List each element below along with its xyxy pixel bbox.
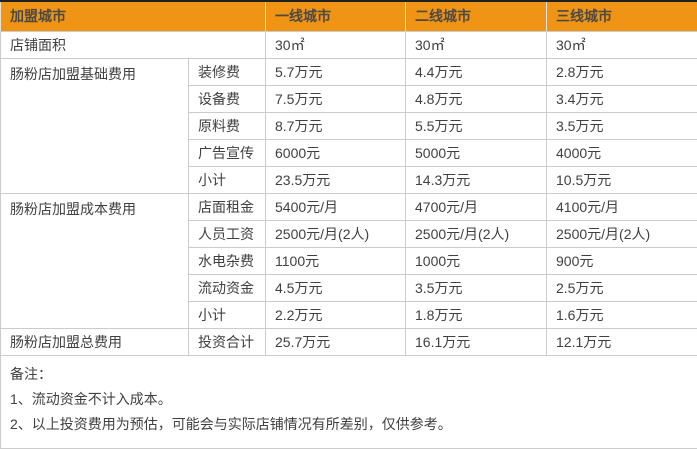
value-cell: 8.7万元 (266, 112, 406, 139)
value-cell: 2500元/月(2人) (547, 220, 697, 247)
base-fee-row: 肠粉店加盟基础费用 装修费 5.7万元 4.4万元 2.8万元 (1, 58, 697, 85)
shop-area-tier2: 30㎡ (406, 31, 547, 58)
value-cell: 14.3万元 (406, 166, 547, 193)
item-label: 投资合计 (189, 328, 266, 355)
value-cell: 2500元/月(2人) (266, 220, 406, 247)
notes-title: 备注： (10, 362, 688, 387)
value-cell: 4.5万元 (266, 274, 406, 301)
value-cell: 2.8万元 (547, 58, 697, 85)
shop-area-tier3: 30㎡ (547, 31, 697, 58)
value-cell: 1.6万元 (547, 301, 697, 328)
item-label: 小计 (189, 166, 266, 193)
value-cell: 1100元 (266, 247, 406, 274)
note-line-2: 2、以上投资费用为预估，可能会与实际店铺情况有所差别，仅供参考。 (10, 412, 688, 437)
header-cell-tier2: 二线城市 (406, 2, 547, 31)
item-label: 广告宣传 (189, 139, 266, 166)
value-cell: 5000元 (406, 139, 547, 166)
item-label: 小计 (189, 301, 266, 328)
value-cell: 25.7万元 (266, 328, 406, 355)
item-label: 店面租金 (189, 193, 266, 220)
item-label: 水电杂费 (189, 247, 266, 274)
total-group-label: 肠粉店加盟总费用 (1, 328, 189, 355)
value-cell: 16.1万元 (406, 328, 547, 355)
value-cell: 1.8万元 (406, 301, 547, 328)
header-cell-tier3: 三线城市 (547, 2, 697, 31)
value-cell: 4100元/月 (547, 193, 697, 220)
value-cell: 3.5万元 (406, 274, 547, 301)
value-cell: 3.5万元 (547, 112, 697, 139)
header-row: 加盟城市 一线城市 二线城市 三线城市 (1, 2, 697, 31)
value-cell: 2.5万元 (547, 274, 697, 301)
cost-group-label: 肠粉店加盟成本费用 (1, 193, 189, 328)
value-cell: 4000元 (547, 139, 697, 166)
value-cell: 4.4万元 (406, 58, 547, 85)
header-cell-category: 加盟城市 (1, 2, 266, 31)
item-label: 原料费 (189, 112, 266, 139)
notes-cell: 备注： 1、流动资金不计入成本。 2、以上投资费用为预估，可能会与实际店铺情况有… (1, 355, 697, 448)
cost-fee-row: 肠粉店加盟成本费用 店面租金 5400元/月 4700元/月 4100元/月 (1, 193, 697, 220)
value-cell: 2.2万元 (266, 301, 406, 328)
item-label: 流动资金 (189, 274, 266, 301)
total-fee-row: 肠粉店加盟总费用 投资合计 25.7万元 16.1万元 12.1万元 (1, 328, 697, 355)
base-group-label: 肠粉店加盟基础费用 (1, 58, 189, 193)
item-label: 装修费 (189, 58, 266, 85)
shop-area-label: 店铺面积 (1, 31, 266, 58)
value-cell: 5.5万元 (406, 112, 547, 139)
value-cell: 1000元 (406, 247, 547, 274)
notes-row: 备注： 1、流动资金不计入成本。 2、以上投资费用为预估，可能会与实际店铺情况有… (1, 355, 697, 448)
value-cell: 5400元/月 (266, 193, 406, 220)
value-cell: 12.1万元 (547, 328, 697, 355)
value-cell: 10.5万元 (547, 166, 697, 193)
note-line-1: 1、流动资金不计入成本。 (10, 387, 688, 412)
item-label: 人员工资 (189, 220, 266, 247)
item-label: 设备费 (189, 85, 266, 112)
value-cell: 6000元 (266, 139, 406, 166)
value-cell: 3.4万元 (547, 85, 697, 112)
value-cell: 5.7万元 (266, 58, 406, 85)
header-cell-tier1: 一线城市 (266, 2, 406, 31)
value-cell: 2500元/月(2人) (406, 220, 547, 247)
value-cell: 4700元/月 (406, 193, 547, 220)
shop-area-row: 店铺面积 30㎡ 30㎡ 30㎡ (1, 31, 697, 58)
value-cell: 23.5万元 (266, 166, 406, 193)
value-cell: 900元 (547, 247, 697, 274)
value-cell: 7.5万元 (266, 85, 406, 112)
shop-area-tier1: 30㎡ (266, 31, 406, 58)
value-cell: 4.8万元 (406, 85, 547, 112)
